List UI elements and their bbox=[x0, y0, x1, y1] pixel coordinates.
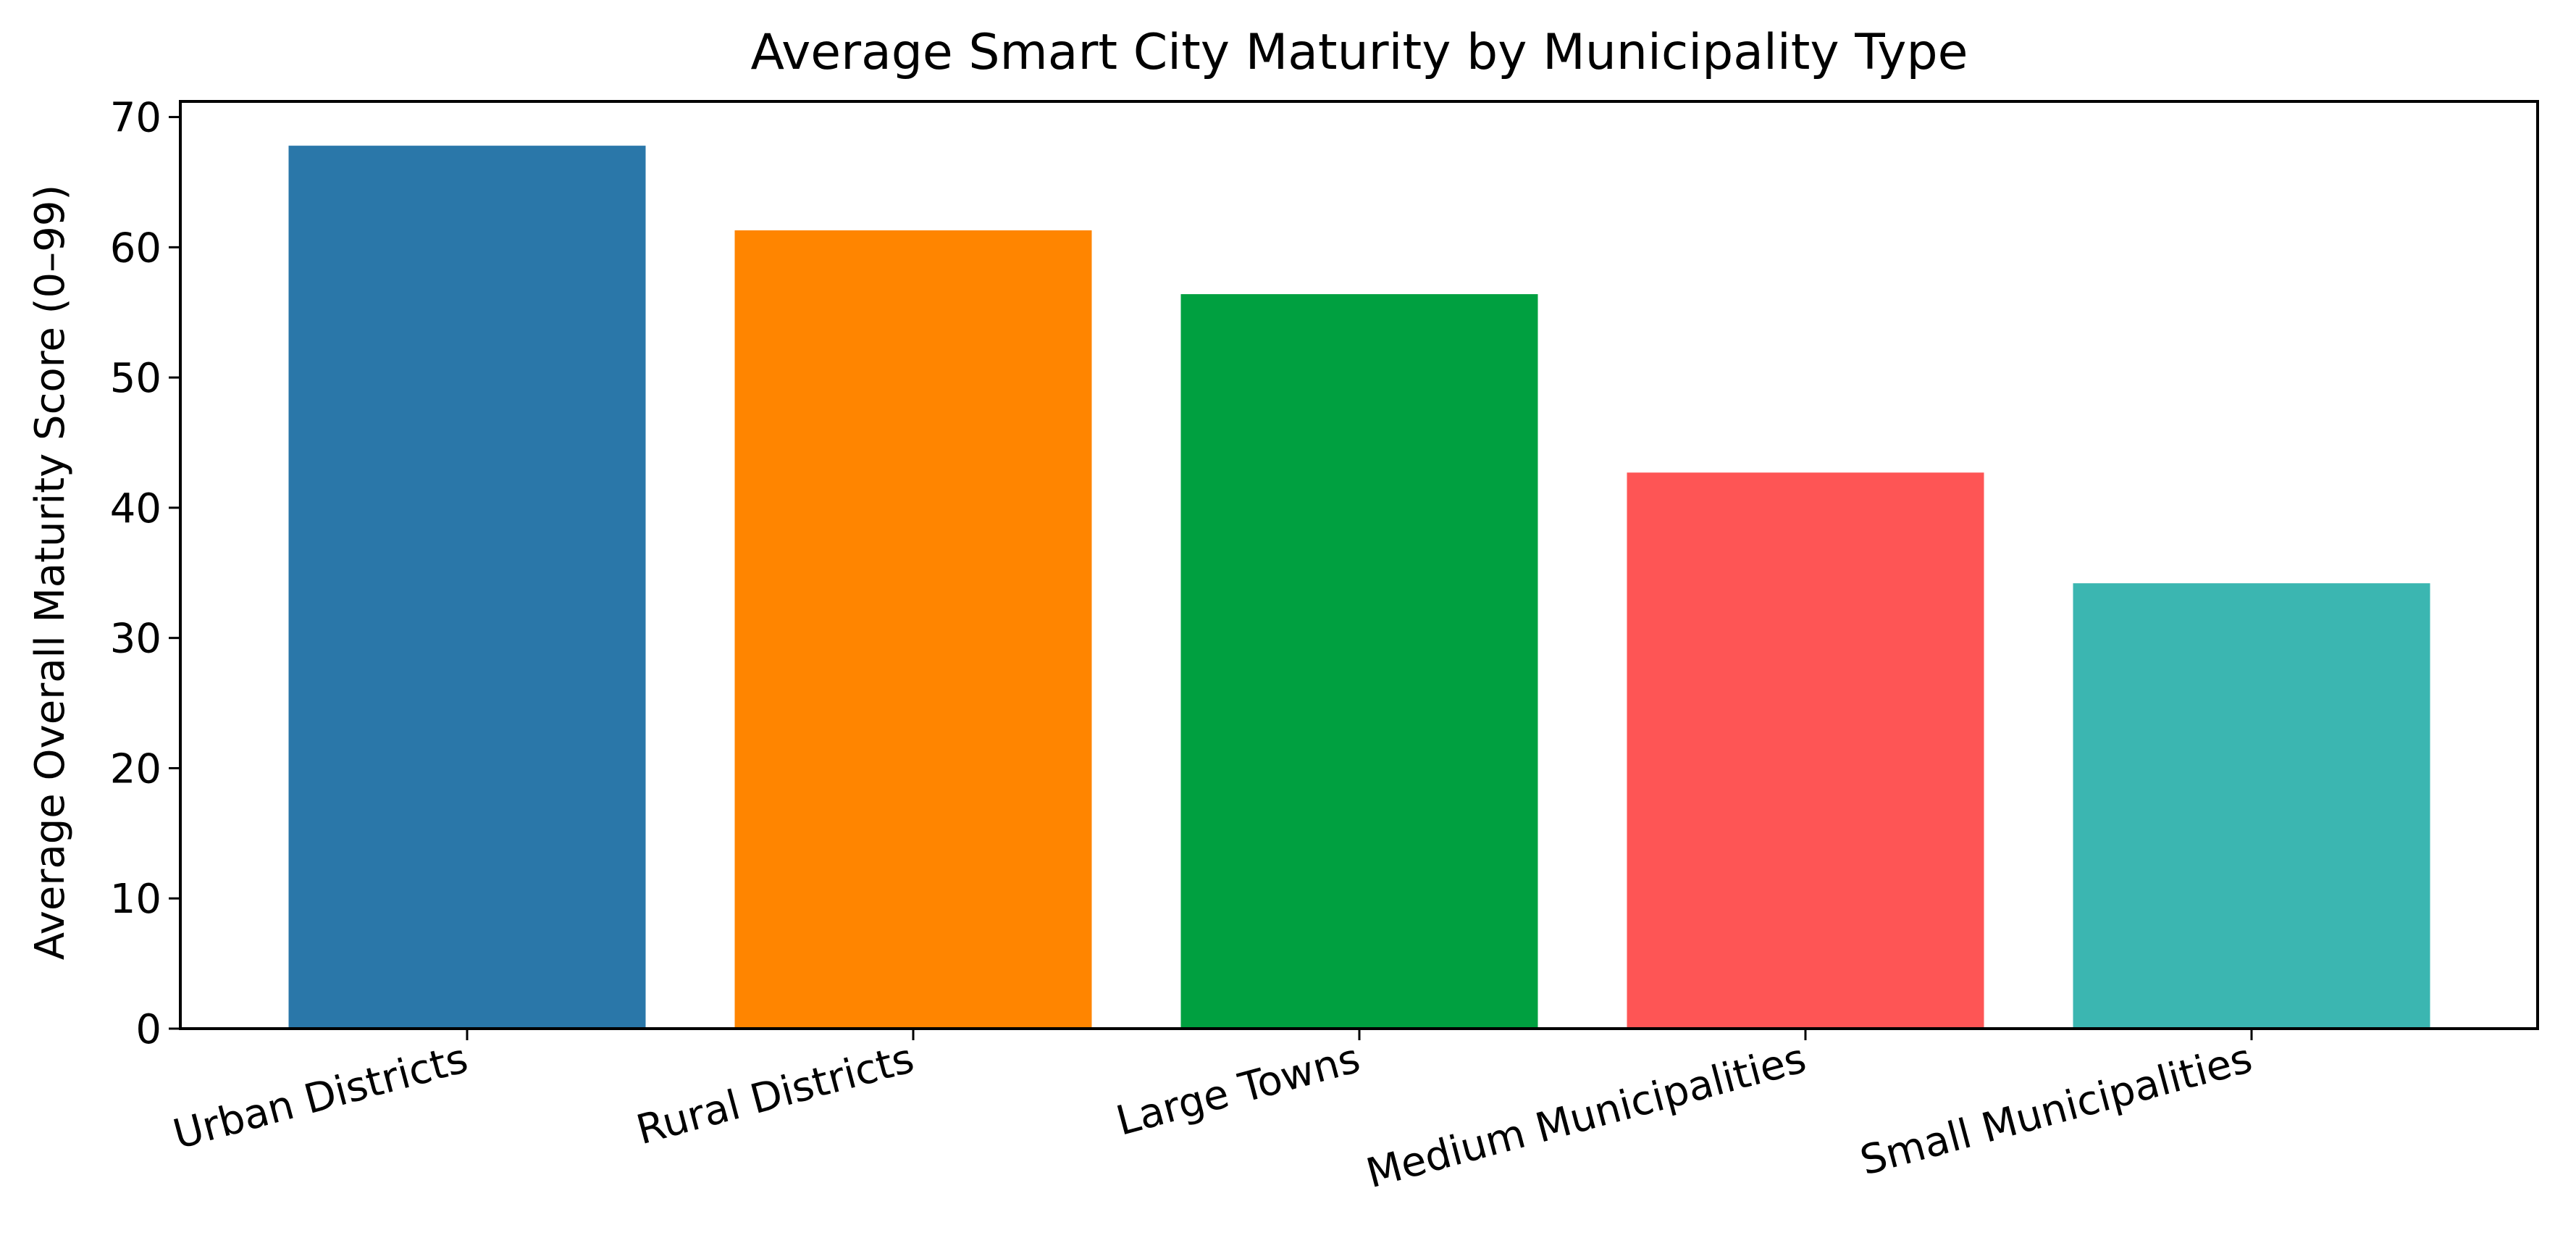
bar-small-municipalities bbox=[2073, 583, 2430, 1029]
bar-large-towns bbox=[1180, 294, 1538, 1029]
x-tick-label-rural-districts: Rural Districts bbox=[632, 1035, 918, 1154]
bar-urban-districts bbox=[288, 146, 646, 1029]
x-tick-label-small-municipalities: Small Municipalities bbox=[1855, 1035, 2257, 1185]
y-tick-label: 50 bbox=[110, 355, 161, 402]
x-tick-label-urban-districts: Urban Districts bbox=[169, 1035, 473, 1159]
chart-title: Average Smart City Maturity by Municipal… bbox=[751, 24, 1968, 81]
y-tick-label: 60 bbox=[110, 225, 161, 272]
bars-layer bbox=[288, 146, 2430, 1029]
x-axis-ticks: Urban Districts Rural Districts Large Town… bbox=[169, 1029, 2257, 1197]
y-tick-label: 20 bbox=[110, 745, 161, 792]
x-tick-label-large-towns: Large Towns bbox=[1112, 1035, 1365, 1145]
plot-area-frame bbox=[179, 100, 2539, 1030]
y-tick-label: 10 bbox=[110, 876, 161, 923]
y-tick-label: 70 bbox=[110, 95, 161, 142]
y-tick-label: 30 bbox=[110, 616, 161, 663]
y-tick-label: 0 bbox=[135, 1006, 161, 1053]
bar-medium-municipalities bbox=[1627, 472, 1984, 1029]
x-tick-label-medium-municipalities: Medium Municipalities bbox=[1362, 1035, 1811, 1198]
y-axis-label: Average Overall Maturity Score (0–99) bbox=[27, 185, 74, 960]
y-axis-ticks: 0 10 20 30 40 50 60 70 bbox=[110, 95, 180, 1053]
bar-rural-districts bbox=[734, 230, 1092, 1029]
y-tick-label: 40 bbox=[110, 485, 161, 532]
